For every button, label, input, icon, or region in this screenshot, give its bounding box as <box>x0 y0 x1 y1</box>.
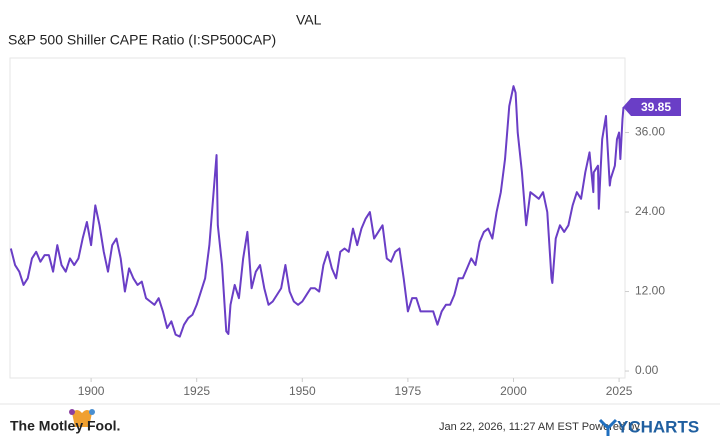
y-tick-label: 12.00 <box>635 284 665 298</box>
last-value-badge <box>623 98 681 117</box>
provider-icon <box>598 418 618 436</box>
x-tick-label: 1950 <box>289 384 316 398</box>
provider-logo: YCHARTS <box>617 417 699 436</box>
x-tick-label: 2025 <box>606 384 633 398</box>
plot-frame <box>9 57 626 379</box>
brand-logo: The Motley Fool. <box>10 409 120 434</box>
x-tick-label: 1900 <box>78 384 105 398</box>
x-tick-label: 1925 <box>183 384 210 398</box>
y-tick-label: 24.00 <box>635 204 665 218</box>
legend-name: S&P 500 Shiller CAPE Ratio (I:SP500CAP) <box>8 32 276 48</box>
series-line <box>9 85 625 338</box>
y-tick-label: 0.00 <box>635 363 659 377</box>
last-value-label: 39.85 <box>641 100 671 114</box>
column-header: VAL <box>296 12 322 28</box>
timestamp: Jan 22, 2026, 11:27 AM EST Powered by <box>439 421 640 433</box>
x-tick-label: 2000 <box>500 384 527 398</box>
x-tick-label: 1975 <box>395 384 422 398</box>
brand-text: The Motley Fool. <box>10 418 120 434</box>
y-tick-label: 36.00 <box>635 125 665 139</box>
